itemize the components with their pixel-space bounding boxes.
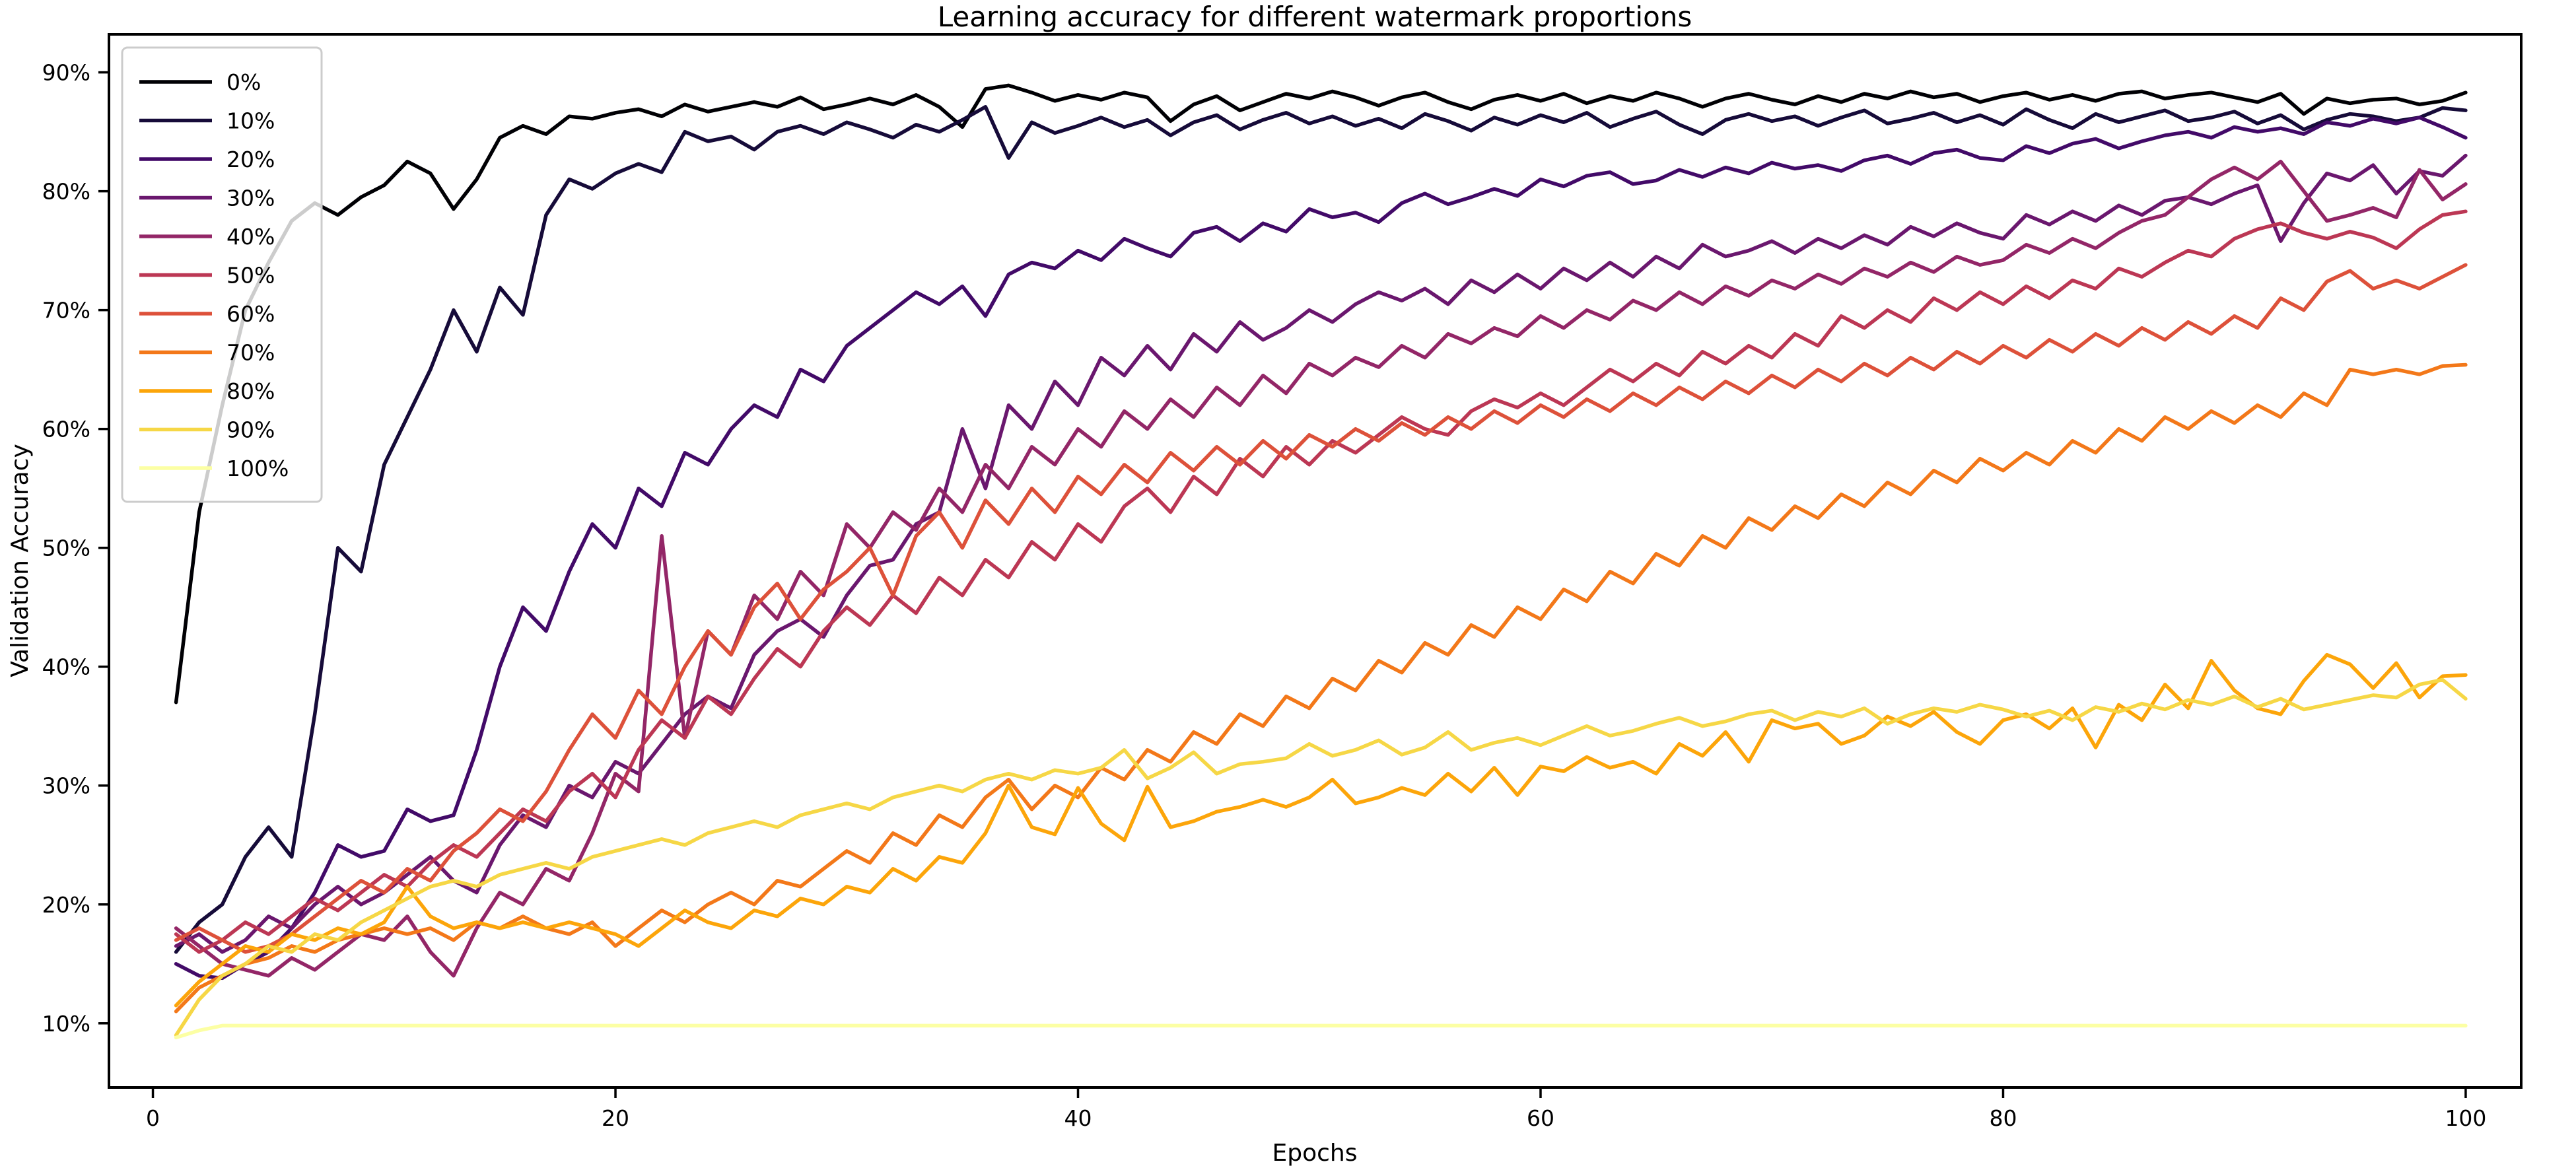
legend-label-50%: 50%: [226, 263, 275, 289]
legend-label-30%: 30%: [226, 186, 275, 211]
series-line-60%: [174, 263, 2468, 954]
legend-label-0%: 0%: [226, 69, 261, 95]
y-tick-label: 60%: [42, 417, 90, 442]
series-lines: [174, 83, 2468, 1040]
y-tick-label: 40%: [42, 654, 90, 680]
y-axis-label: Validation Accuracy: [7, 444, 34, 677]
y-tick-label: 50%: [42, 535, 90, 561]
axis-ticks: 0 20 40 60 80 100 10% 20% 30% 40% 50% 60% 70% 80% 90%: [42, 60, 2487, 1131]
legend-label-40%: 40%: [226, 224, 275, 250]
legend-label-100%: 100%: [226, 456, 289, 481]
y-tick-label: 10%: [42, 1011, 90, 1037]
series-line-80%: [174, 652, 2468, 1008]
x-axis-label: Epochs: [1272, 1140, 1358, 1167]
y-tick-label: 70%: [42, 298, 90, 324]
legend: 0% 10% 20% 30% 40% 50% 60% 70% 80% 90% 100%: [121, 46, 323, 503]
axes-spines: [108, 33, 2523, 1089]
x-tick-label: 100: [2445, 1105, 2486, 1131]
legend-label-80%: 80%: [226, 378, 275, 404]
series-line-70%: [174, 362, 2468, 1014]
legend-label-70%: 70%: [226, 340, 275, 366]
legend-label-90%: 90%: [226, 417, 275, 443]
y-tick-label: 90%: [42, 60, 90, 86]
x-tick-label: 0: [146, 1105, 160, 1131]
y-tick-label: 20%: [42, 892, 90, 918]
series-line-50%: [174, 209, 2468, 954]
series-line-0%: [174, 83, 2468, 705]
legend-label-20%: 20%: [226, 147, 275, 172]
series-line-10%: [174, 105, 2468, 954]
x-tick-label: 40: [1064, 1105, 1092, 1131]
legend-box: [121, 46, 323, 503]
legend-label-10%: 10%: [226, 108, 275, 134]
series-line-100%: [174, 1023, 2468, 1040]
plot-area: [109, 34, 2521, 1087]
series-line-40%: [174, 159, 2468, 978]
legend-label-60%: 60%: [226, 301, 275, 327]
series-line-90%: [174, 677, 2468, 1037]
y-tick-label: 30%: [42, 773, 90, 799]
x-tick-label: 20: [602, 1105, 629, 1131]
x-tick-label: 80: [1989, 1105, 2017, 1131]
chart-title: Learning accuracy for different watermar…: [938, 1, 1692, 33]
x-tick-label: 60: [1527, 1105, 1554, 1131]
y-tick-label: 80%: [42, 179, 90, 205]
series-line-20%: [174, 116, 2468, 981]
